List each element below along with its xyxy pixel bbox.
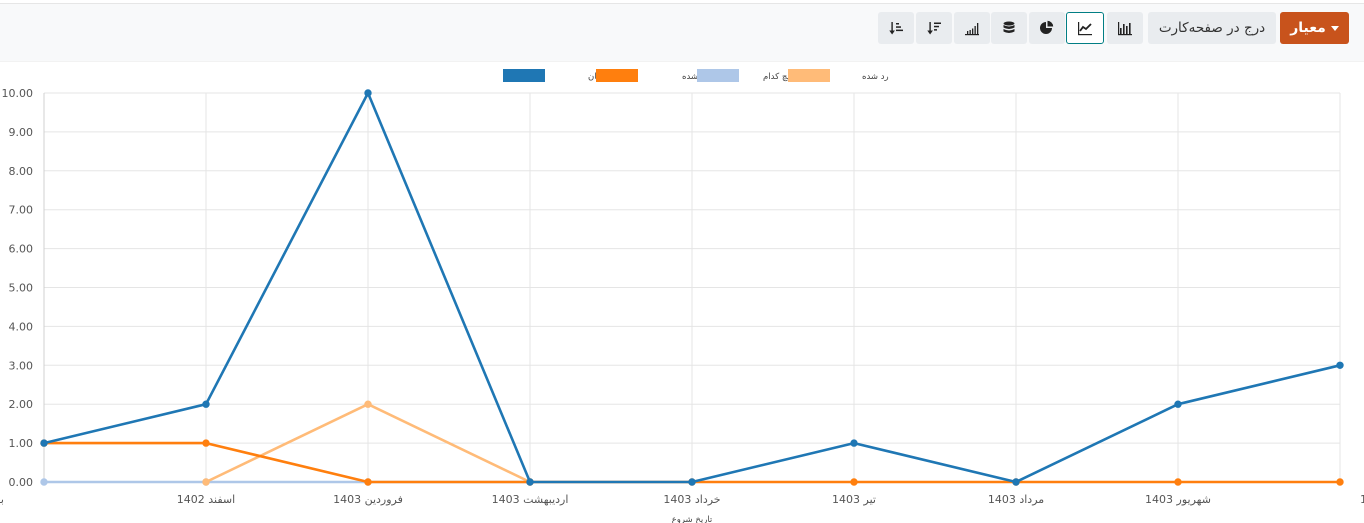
data-point[interactable] [1336,361,1344,369]
y-tick-label: 1.00 [9,437,34,450]
sort-ascending-button[interactable] [916,12,952,44]
data-point[interactable] [688,478,696,486]
line-chart-button[interactable] [1066,12,1104,44]
insert-button-label: درج در صفحه‌کارت [1158,20,1266,36]
x-tick-label: مرداد 1403 [988,493,1044,506]
insert-in-spreadsheet-button[interactable]: درج در صفحه‌کارت [1148,12,1276,44]
line-chart: 0.00 1.00 2.00 3.00 4.00 5.00 6.00 7.00 8.00 9.00… [0,69,1364,523]
bar-chart-small-icon [965,23,979,36]
stacked-button[interactable] [991,12,1027,44]
data-point[interactable] [202,400,210,408]
data-point[interactable] [364,400,372,408]
data-point[interactable] [850,439,858,447]
measure-dropdown-button[interactable]: معیار [1280,12,1349,44]
bar-chart-icon [1118,22,1132,36]
y-tick-label: 7.00 [9,204,34,217]
data-point[interactable] [202,439,210,447]
x-tick-label: تیر 1403 [832,493,876,506]
legend-label[interactable]: هیچ کدام [763,72,794,82]
line-chart-icon [1078,22,1092,36]
x-tick-label: خرداد 1403 [663,493,720,506]
pie-chart-icon [1040,20,1054,34]
data-point[interactable] [40,439,48,447]
caret-down-icon [1330,26,1339,31]
y-tick-label: 8.00 [9,165,34,178]
data-point[interactable] [1012,478,1020,486]
data-point[interactable] [40,478,48,486]
data-point[interactable] [1336,478,1344,486]
legend-swatch[interactable] [503,69,545,82]
chart-area: 0.00 1.00 2.00 3.00 4.00 5.00 6.00 7.00 8.00 9.00… [0,61,1364,523]
x-tick-label: مهر 1403 [1360,493,1364,506]
y-tick-label: 0.00 [9,476,34,489]
data-point[interactable] [850,478,858,486]
y-tick-label: 2.00 [9,398,34,411]
y-tick-label: 9.00 [9,126,34,139]
y-tick-label: 10.00 [2,87,34,100]
data-point[interactable] [202,478,210,486]
x-tick-label: بهمن 1402 [0,493,4,506]
y-tick-label: 5.00 [9,282,34,295]
x-axis-title: تاریخ شروع [672,515,713,523]
control-panel: معیار درج در صفحه‌کارت [0,4,1364,62]
legend-swatch[interactable] [596,69,638,82]
y-tick-label: 6.00 [9,243,34,256]
bar-chart-button[interactable] [1107,12,1143,44]
x-tick-label: شهریور 1403 [1145,493,1211,506]
stacked-database-icon [1003,21,1015,33]
cumulative-button[interactable] [954,12,990,44]
legend-label[interactable]: رد شده [862,72,889,82]
x-tick-label: اسفند 1402 [177,493,235,506]
x-tick-label: اردیبهشت 1403 [492,493,569,506]
legend-swatch[interactable] [697,69,739,82]
measure-button-label: معیار [1290,20,1326,36]
x-tick-label: فروردین 1403 [333,493,403,506]
sort-descending-button[interactable] [878,12,914,44]
data-point[interactable] [1174,400,1182,408]
top-divider [0,3,1364,4]
y-tick-label: 3.00 [9,359,34,372]
sort-descending-icon [889,22,903,35]
data-point[interactable] [364,89,372,97]
pie-chart-button[interactable] [1029,12,1065,44]
y-tick-label: 4.00 [9,320,34,333]
sort-ascending-icon [927,22,941,35]
data-point[interactable] [364,478,372,486]
data-point[interactable] [1174,478,1182,486]
data-point[interactable] [526,478,534,486]
legend-swatch[interactable] [788,69,830,82]
